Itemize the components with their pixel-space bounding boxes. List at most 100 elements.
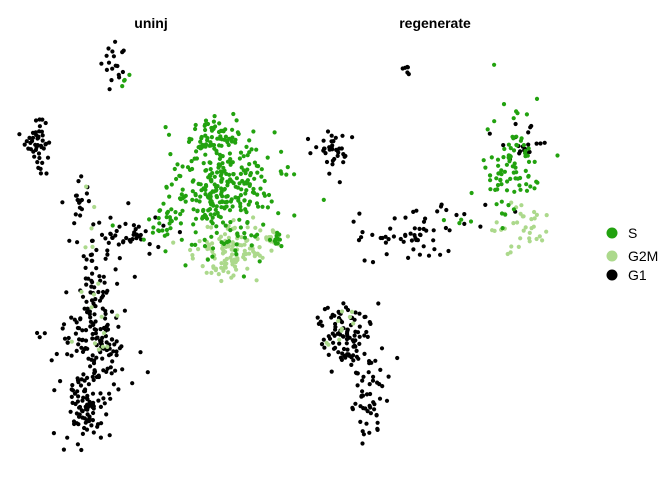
- cell-point-g1: [132, 274, 137, 279]
- cell-point-g1: [61, 447, 66, 452]
- cell-point-g1: [94, 355, 99, 360]
- cell-point-g1: [406, 255, 411, 260]
- cell-point-s: [225, 179, 230, 184]
- cell-point-g2m: [250, 246, 255, 251]
- cell-point-s: [183, 199, 188, 204]
- cell-point-s: [178, 212, 183, 217]
- cell-point-g1: [447, 228, 452, 233]
- cell-point-s: [164, 215, 169, 220]
- cell-point-s: [211, 143, 217, 148]
- cell-point-g1: [388, 226, 393, 231]
- cell-point-s: [469, 190, 474, 196]
- legend: S G2M G1: [606, 225, 658, 283]
- cell-point-g1: [161, 223, 166, 228]
- cell-point-s: [213, 124, 218, 129]
- cell-point-g1: [84, 395, 89, 401]
- cell-point-g1: [357, 211, 362, 216]
- cell-point-g1: [354, 354, 359, 359]
- cell-point-g1: [364, 329, 369, 335]
- cell-point-g1: [431, 238, 436, 243]
- cell-point-g2m: [285, 234, 290, 239]
- cell-point-s: [251, 186, 256, 192]
- cell-point-g2m: [258, 228, 263, 233]
- cell-point-s: [254, 201, 260, 206]
- cell-point-s: [193, 242, 198, 247]
- cell-point-s: [215, 210, 220, 216]
- cell-point-g1: [64, 290, 69, 295]
- cell-point-g1: [120, 367, 125, 372]
- cell-point-g1: [113, 368, 118, 373]
- cell-point-g1: [81, 372, 86, 377]
- cell-point-s: [534, 96, 540, 101]
- cell-point-g2m: [257, 245, 262, 250]
- cell-point-g2m: [96, 281, 101, 286]
- cell-point-g1: [338, 355, 343, 360]
- cell-point-g2m: [229, 247, 234, 252]
- cell-point-g1: [75, 240, 80, 245]
- cell-point-g1: [76, 414, 82, 419]
- cell-point-g1: [501, 143, 506, 148]
- cell-point-g1: [66, 335, 71, 341]
- cell-point-s: [227, 151, 232, 156]
- cell-point-g1: [83, 346, 88, 351]
- cell-point-g1: [60, 326, 65, 331]
- cell-point-g1: [411, 247, 416, 252]
- cell-point-g2m: [509, 244, 514, 249]
- cell-point-s: [220, 194, 225, 199]
- cell-point-g1: [80, 328, 85, 333]
- cell-point-g1: [526, 142, 531, 147]
- cell-point-s: [243, 171, 248, 176]
- cell-point-g1: [91, 222, 96, 227]
- cell-point-g2m: [257, 253, 262, 258]
- cell-point-g1: [333, 324, 338, 330]
- cell-point-g1: [27, 135, 32, 140]
- cell-point-s: [242, 231, 247, 236]
- cell-point-g1: [106, 353, 112, 358]
- points-uninj: [17, 39, 326, 453]
- cell-point-s: [209, 234, 214, 239]
- cell-point-g1: [51, 431, 57, 436]
- cell-point-g1: [368, 405, 373, 410]
- cell-point-s: [528, 184, 533, 189]
- cell-point-s: [207, 207, 213, 212]
- cell-point-s: [209, 135, 214, 140]
- cell-point-s: [238, 193, 243, 198]
- cell-point-g1: [33, 142, 38, 147]
- cell-point-g1: [99, 421, 104, 426]
- cell-point-g1: [403, 232, 408, 237]
- cell-point-s: [236, 198, 241, 203]
- cell-point-s: [247, 150, 252, 155]
- cell-point-g1: [345, 347, 350, 352]
- cell-point-g1: [435, 209, 440, 214]
- cell-point-g1: [370, 378, 376, 383]
- cell-point-g1: [43, 120, 48, 126]
- cell-point-g2m: [210, 249, 215, 254]
- cell-point-s: [468, 219, 474, 224]
- cell-point-s: [279, 244, 284, 249]
- points-regenerate: [305, 62, 560, 446]
- cell-point-g2m: [232, 257, 237, 262]
- cell-point-g1: [101, 396, 106, 401]
- cell-point-g1: [37, 335, 42, 340]
- cell-point-g1: [542, 140, 547, 145]
- cell-point-g2m: [231, 218, 236, 223]
- cell-point-s: [508, 146, 513, 151]
- cell-point-g1: [124, 235, 129, 241]
- cell-point-s: [214, 204, 219, 209]
- cell-point-s: [201, 161, 206, 166]
- cell-point-s: [492, 119, 497, 124]
- cell-point-s: [217, 121, 222, 126]
- cell-point-g1: [98, 391, 103, 396]
- cell-point-s: [220, 154, 225, 159]
- cell-point-g2m: [188, 247, 193, 253]
- cell-point-g2m: [540, 238, 545, 243]
- cell-point-s: [205, 257, 210, 262]
- cell-point-s: [204, 184, 209, 189]
- cell-point-g1: [108, 215, 113, 220]
- cell-point-s: [217, 143, 222, 148]
- cell-point-s: [234, 176, 239, 181]
- cell-point-s: [189, 242, 194, 247]
- cell-point-s: [514, 134, 519, 139]
- cell-point-s: [225, 183, 230, 188]
- cell-point-g1: [403, 215, 408, 220]
